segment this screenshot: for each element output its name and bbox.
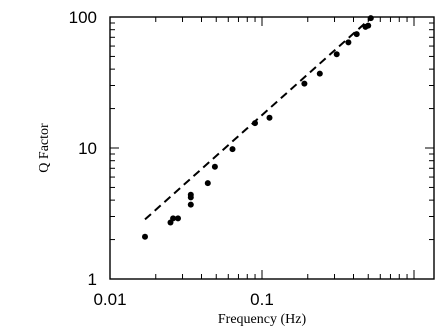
data-point	[187, 191, 194, 198]
x-axis-title: Frequency (Hz)	[218, 312, 307, 327]
y-tick-label: 1	[88, 270, 97, 289]
tick-labels: 0.01 0.1 1 10 100	[69, 8, 274, 309]
data-point	[229, 146, 236, 153]
y-axis-title: Q Factor	[37, 123, 52, 173]
data-point	[333, 51, 340, 58]
data-point	[266, 114, 273, 121]
y-tick-label: 10	[78, 139, 97, 158]
x-tick-label: 0.01	[93, 290, 126, 309]
axis-ticks	[109, 16, 434, 280]
y-tick-label: 100	[69, 8, 97, 27]
x-tick-label: 0.1	[250, 290, 274, 309]
data-point	[365, 22, 372, 29]
data-point	[345, 39, 352, 46]
data-point	[353, 31, 360, 38]
data-point	[211, 163, 218, 170]
data-point	[170, 215, 177, 222]
data-point	[204, 180, 211, 187]
data-point	[175, 215, 181, 222]
plot-frame	[109, 16, 435, 280]
data-point	[142, 233, 148, 240]
data-point	[301, 80, 308, 87]
data-marks	[142, 15, 374, 240]
fit-line	[144, 17, 372, 221]
data-point	[316, 70, 323, 77]
data-point	[187, 201, 194, 208]
